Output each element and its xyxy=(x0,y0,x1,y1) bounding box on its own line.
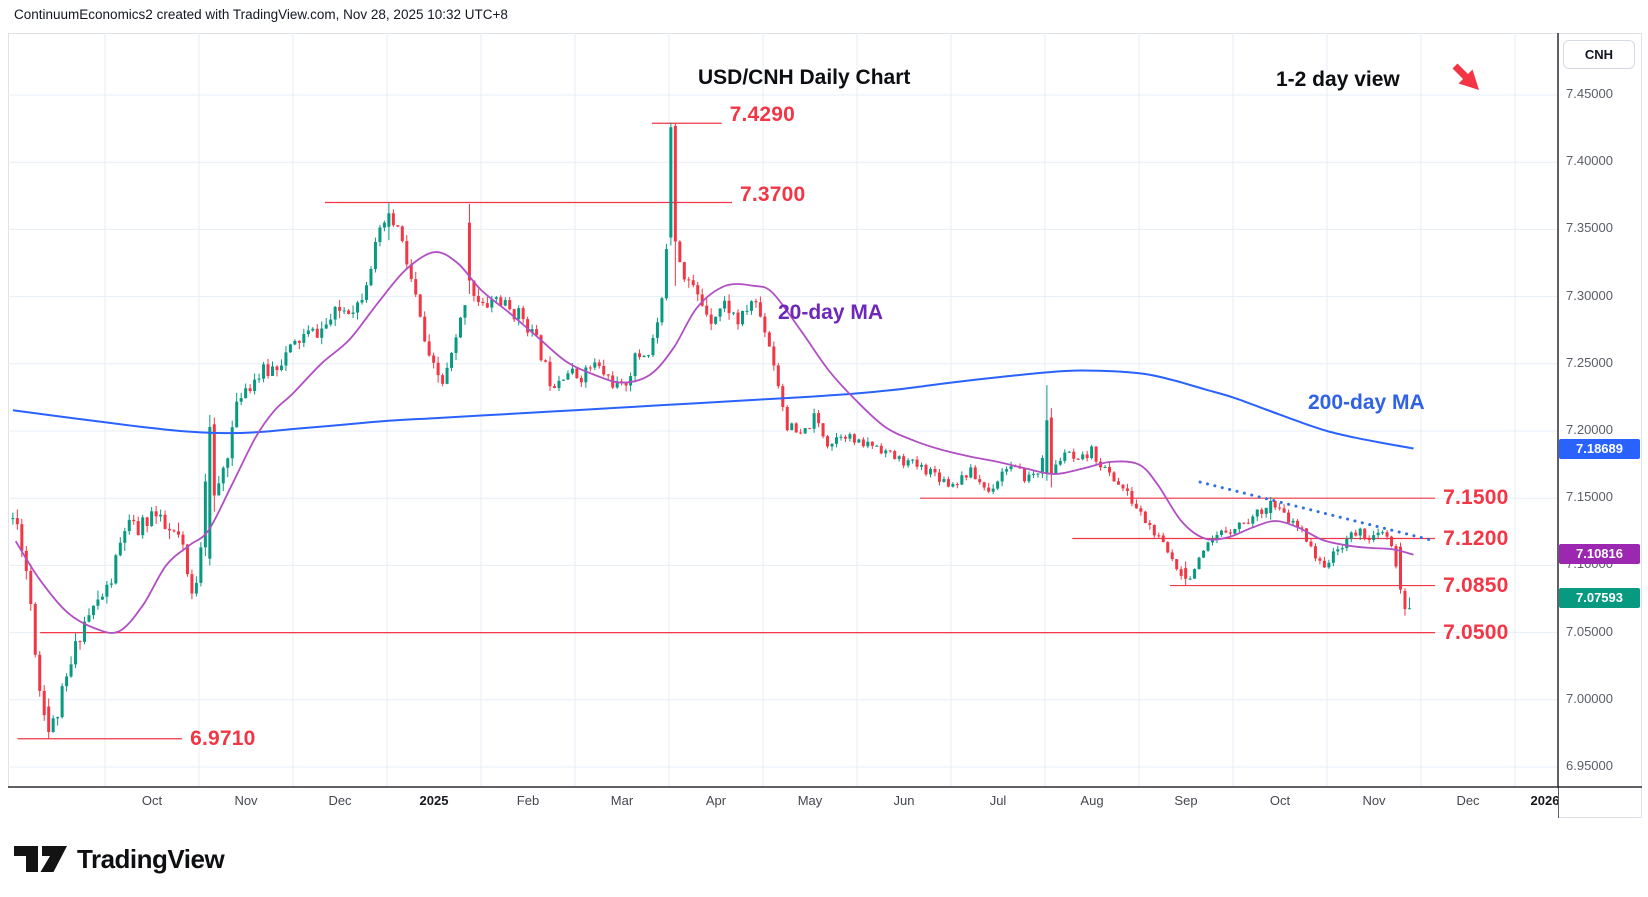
view-note-label[interactable]: 1-2 day view xyxy=(1276,68,1400,91)
chart-frame xyxy=(8,33,1642,818)
month-label: Feb xyxy=(516,793,540,808)
month-label: Jul xyxy=(989,793,1007,808)
month-label: May xyxy=(797,793,823,808)
month-label: 2025 xyxy=(419,793,449,808)
price-level-label[interactable]: 7.0850 xyxy=(1443,573,1509,597)
ma200-label[interactable]: 200-day MA xyxy=(1308,391,1425,414)
month-label: Nov xyxy=(1362,793,1386,808)
chart-title[interactable]: USD/CNH Daily Chart xyxy=(698,66,911,89)
price-tick-label: 6.95000 xyxy=(1566,758,1613,773)
time-axis[interactable]: Oct Nov Dec 2025 Feb Mar Apr May Jun Jul Aug Sep Oct… xyxy=(8,788,1558,818)
price-tick-label: 7.35000 xyxy=(1566,220,1613,236)
month-label: Mar xyxy=(610,793,634,808)
price-level-label[interactable]: 6.9710 xyxy=(190,726,256,750)
price-tick-label: 7.20000 xyxy=(1566,422,1613,437)
price-tick-label: 7.15000 xyxy=(1566,489,1613,505)
month-label: 2026 xyxy=(1530,793,1558,808)
tradingview-attribution[interactable]: TradingView xyxy=(14,843,225,875)
symbol-button[interactable]: CNH xyxy=(1563,40,1635,69)
tradingview-logo-icon xyxy=(14,845,67,872)
down-right-arrow-icon[interactable] xyxy=(1449,59,1483,95)
month-label: Sep xyxy=(1174,793,1198,808)
month-label: Oct xyxy=(1269,793,1291,808)
price-level-label[interactable]: 7.0500 xyxy=(1443,620,1509,644)
month-label: Oct xyxy=(141,793,163,808)
price-tick-label: 7.05000 xyxy=(1566,623,1613,639)
header-credit: ContinuumEconomics2 created with Trading… xyxy=(14,7,508,22)
price-tick-label: 7.25000 xyxy=(1566,354,1613,370)
price-level-label[interactable]: 7.4290 xyxy=(729,103,796,127)
price-level-label[interactable]: 7.1200 xyxy=(1443,526,1509,550)
month-label: Dec xyxy=(1456,793,1480,808)
price-chart[interactable] xyxy=(8,33,1642,818)
price-badge: 7.18689 xyxy=(1559,438,1640,459)
price-badge: 7.10816 xyxy=(1559,544,1640,565)
price-level-label[interactable]: 7.1500 xyxy=(1443,486,1509,510)
month-label: Nov xyxy=(234,793,258,808)
price-tick-label: 7.30000 xyxy=(1566,287,1613,303)
price-axis[interactable] xyxy=(1559,33,1642,787)
price-tick-label: 7.45000 xyxy=(1566,86,1613,101)
candles xyxy=(11,122,1411,739)
price-level-lines[interactable] xyxy=(17,122,1436,740)
ma200-line xyxy=(12,369,1414,450)
month-label: Jun xyxy=(893,793,915,808)
ma20-label[interactable]: 20-day MA xyxy=(778,301,884,324)
price-badge: 7.07593 xyxy=(1559,587,1640,608)
price-tick-label: 7.00000 xyxy=(1566,690,1613,706)
ma20-line xyxy=(14,251,1414,634)
price-level-label[interactable]: 7.3700 xyxy=(739,182,806,206)
month-label: Apr xyxy=(705,793,727,808)
price-tick-label: 7.40000 xyxy=(1566,153,1613,169)
month-label: Aug xyxy=(1080,793,1104,808)
brand-name: TradingView xyxy=(77,843,225,874)
downtrend-dotted-line[interactable] xyxy=(1198,480,1432,542)
month-label: Dec xyxy=(328,793,352,808)
